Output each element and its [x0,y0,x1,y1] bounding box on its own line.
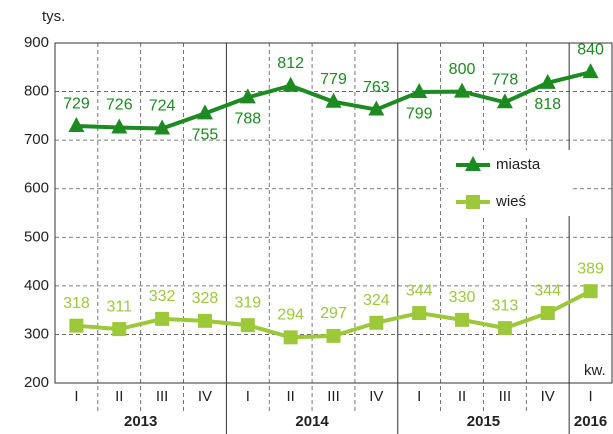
legend-label: miasta [496,156,541,173]
x-tick-label: I [246,388,250,405]
data-label: 840 [577,41,604,58]
data-label: 726 [106,97,133,114]
data-label: 800 [449,61,476,78]
marker [466,195,480,209]
data-label: 788 [234,111,261,128]
marker [496,93,513,109]
data-label: 294 [277,307,304,324]
y-axis-label: tys. [42,8,65,25]
data-label: 755 [192,127,219,144]
marker [582,63,599,79]
data-label: 763 [363,79,390,96]
x-tick-label: I [588,388,592,405]
data-label: 344 [406,282,433,299]
y-tick-label: 800 [24,83,49,100]
marker [325,92,342,108]
data-label: 724 [149,98,176,115]
marker [411,83,428,99]
x-tick-label: II [458,388,466,405]
x-tick-label: III [327,388,340,405]
y-tick-label: 200 [24,374,49,391]
x-tick-label: III [499,388,512,405]
data-label: 297 [320,305,347,322]
marker [412,306,427,321]
x-tick-label: IV [541,388,555,405]
marker [239,88,256,104]
data-label: 779 [320,71,347,88]
data-label: 324 [363,292,390,309]
y-tick-label: 500 [24,228,49,245]
data-label: 799 [406,105,433,122]
group-label: 2016 [574,413,607,430]
marker [112,322,127,337]
x-tick-label: III [156,388,169,405]
marker [369,315,384,330]
marker [68,117,85,133]
plot-frame [54,42,613,384]
marker [583,284,598,299]
marker [111,118,128,134]
data-label: 318 [63,295,90,312]
x-tick-label: IV [369,388,383,405]
marker [283,330,298,345]
marker [540,306,555,321]
data-label: 330 [449,289,476,306]
y-tick-label: 900 [24,34,49,51]
marker [455,312,470,327]
marker [240,318,255,333]
data-label: 389 [577,260,604,277]
marker [539,73,556,89]
y-tick-label: 600 [24,180,49,197]
group-label: 2013 [124,413,157,430]
y-tick-label: 700 [24,131,49,148]
marker [326,328,341,343]
marker [155,311,170,326]
data-label: 729 [63,95,90,112]
y-tick-label: 400 [24,277,49,294]
x-tick-label: II [286,388,294,405]
legend-label: wieś [495,193,526,210]
marker [196,104,213,120]
data-label: 332 [149,288,176,305]
data-label: 344 [534,282,561,299]
data-label: 778 [492,71,519,88]
marker [197,313,212,328]
marker [69,318,84,333]
marker [282,76,299,92]
data-label: 319 [234,294,261,311]
marker [368,100,385,116]
data-label: 818 [534,96,561,113]
y-tick-label: 300 [24,325,49,342]
data-label: 328 [192,290,219,307]
marker [497,321,512,336]
data-label: 313 [492,297,519,314]
data-label: 812 [277,55,304,72]
group-label: 2015 [467,413,500,430]
data-label: 311 [107,298,133,315]
marker [154,119,171,135]
x-tick-label: II [115,388,123,405]
x-tick-label: IV [198,388,212,405]
group-label: 2014 [295,413,329,430]
x-tick-label: I [74,388,78,405]
x-tick-label: I [417,388,421,405]
x-axis-label: kw. [584,362,606,379]
marker [454,82,471,98]
marker [465,156,481,171]
